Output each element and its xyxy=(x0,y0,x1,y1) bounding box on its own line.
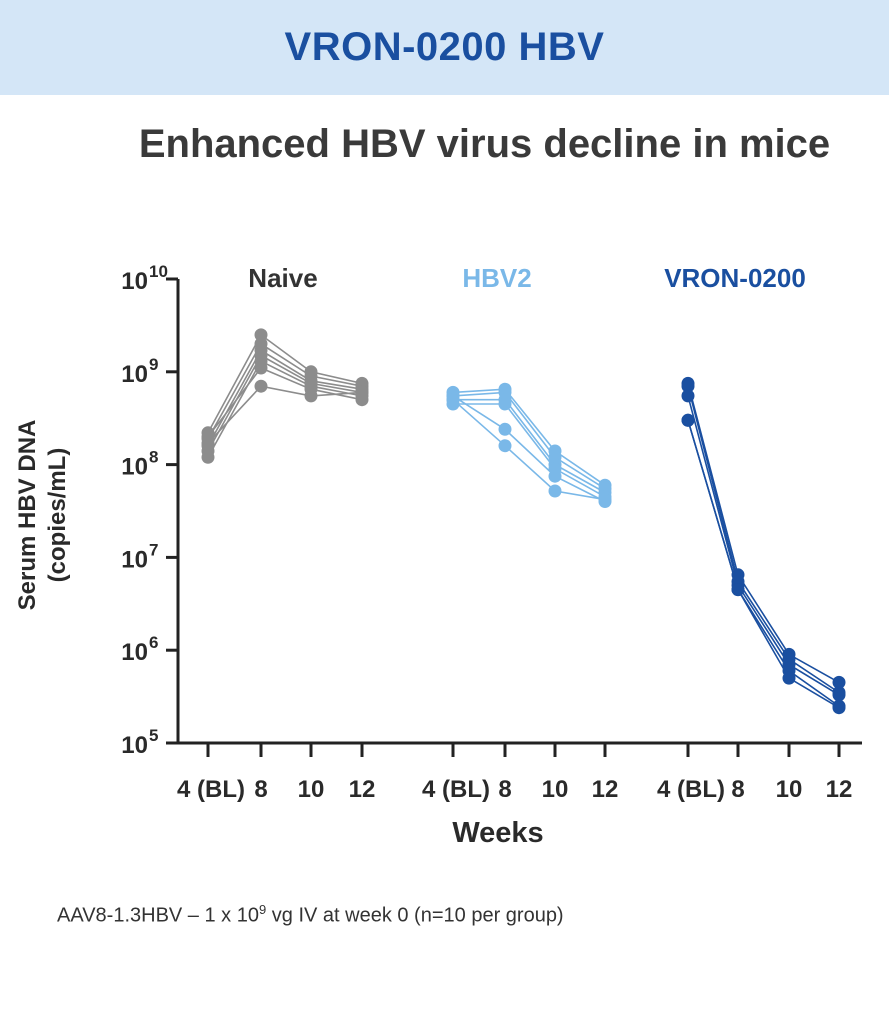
data-point xyxy=(355,385,369,399)
chart-title: Enhanced HBV virus decline in mice xyxy=(138,122,831,166)
footnote: AAV8-1.3HBV – 1 x 109 vg IV at week 0 (n… xyxy=(57,902,564,928)
data-point xyxy=(498,439,512,453)
data-point xyxy=(446,393,460,407)
y-axis-subtitle: (copies/mL) xyxy=(44,448,71,583)
x-axis-title: Weeks xyxy=(452,817,543,849)
y-tick-exponent: 8 xyxy=(149,448,158,467)
series-line xyxy=(207,342,363,440)
series-line xyxy=(452,388,606,486)
data-point xyxy=(254,328,268,342)
banner-title: VRON-0200 HBV xyxy=(284,25,605,69)
y-tick-exponent: 10 xyxy=(149,262,168,281)
series-line xyxy=(207,333,363,434)
y-tick-label: 10 xyxy=(121,546,148,573)
series-line xyxy=(687,395,840,696)
data-point xyxy=(681,413,695,427)
x-tick-label: 10 xyxy=(542,776,569,803)
y-tick-label: 10 xyxy=(121,732,148,759)
x-tick-label: 8 xyxy=(254,776,267,803)
header-banner: VRON-0200 HBV xyxy=(0,0,889,95)
series-line xyxy=(453,403,606,498)
series-line xyxy=(452,399,606,501)
y-tick-label: 10 xyxy=(121,361,148,388)
y-tick-label: 10 xyxy=(121,639,148,666)
group-label: HBV2 xyxy=(462,263,531,293)
data-point xyxy=(201,450,215,464)
group-label: VRON-0200 xyxy=(664,263,806,293)
series-line xyxy=(687,386,840,694)
data-point xyxy=(782,671,796,685)
series-line xyxy=(207,349,363,447)
y-tick-label: 10 xyxy=(121,454,148,481)
footnote-exponent: 9 xyxy=(258,902,267,917)
y-tick-exponent: 7 xyxy=(149,540,158,559)
data-point xyxy=(201,436,215,450)
x-tick-label: 8 xyxy=(498,776,511,803)
series-line xyxy=(207,360,363,458)
data-point xyxy=(254,361,268,375)
data-point xyxy=(832,688,846,702)
series-line xyxy=(453,398,606,494)
data-point xyxy=(254,379,268,393)
data-point xyxy=(598,493,612,507)
y-tick-exponent: 5 xyxy=(149,726,158,745)
data-point xyxy=(681,389,695,403)
y-tick-exponent: 6 xyxy=(149,633,158,652)
data-point xyxy=(832,701,846,715)
data-point xyxy=(832,675,846,689)
footnote-suffix: vg IV at week 0 (n=10 per group) xyxy=(266,904,564,927)
series-line xyxy=(687,420,840,707)
group-label: Naive xyxy=(248,263,317,293)
data-point xyxy=(681,379,695,393)
series-line xyxy=(452,395,606,503)
x-tick-label: 12 xyxy=(349,776,376,803)
x-tick-label: 4 (BL) xyxy=(177,776,245,803)
y-tick-exponent: 9 xyxy=(149,355,158,374)
x-tick-label: 12 xyxy=(826,776,853,803)
x-tick-label: 8 xyxy=(731,776,744,803)
data-point xyxy=(548,469,562,483)
series-line xyxy=(687,420,840,709)
x-tick-label: 4 (BL) xyxy=(657,776,725,803)
x-tick-label: 10 xyxy=(298,776,325,803)
data-point xyxy=(498,397,512,411)
y-tick-label: 10 xyxy=(121,268,148,295)
x-tick-label: 4 (BL) xyxy=(422,776,490,803)
data-point xyxy=(304,389,318,403)
x-tick-label: 10 xyxy=(776,776,803,803)
y-axis-title: Serum HBV DNA xyxy=(14,420,41,611)
series-line xyxy=(207,385,363,444)
data-point xyxy=(498,422,512,436)
x-tick-label: 12 xyxy=(592,776,619,803)
series-line xyxy=(687,383,840,684)
series-line xyxy=(452,391,606,490)
data-point xyxy=(731,583,745,597)
data-point xyxy=(548,484,562,498)
footnote-prefix: AAV8-1.3HBV – 1 x 10 xyxy=(57,904,259,927)
